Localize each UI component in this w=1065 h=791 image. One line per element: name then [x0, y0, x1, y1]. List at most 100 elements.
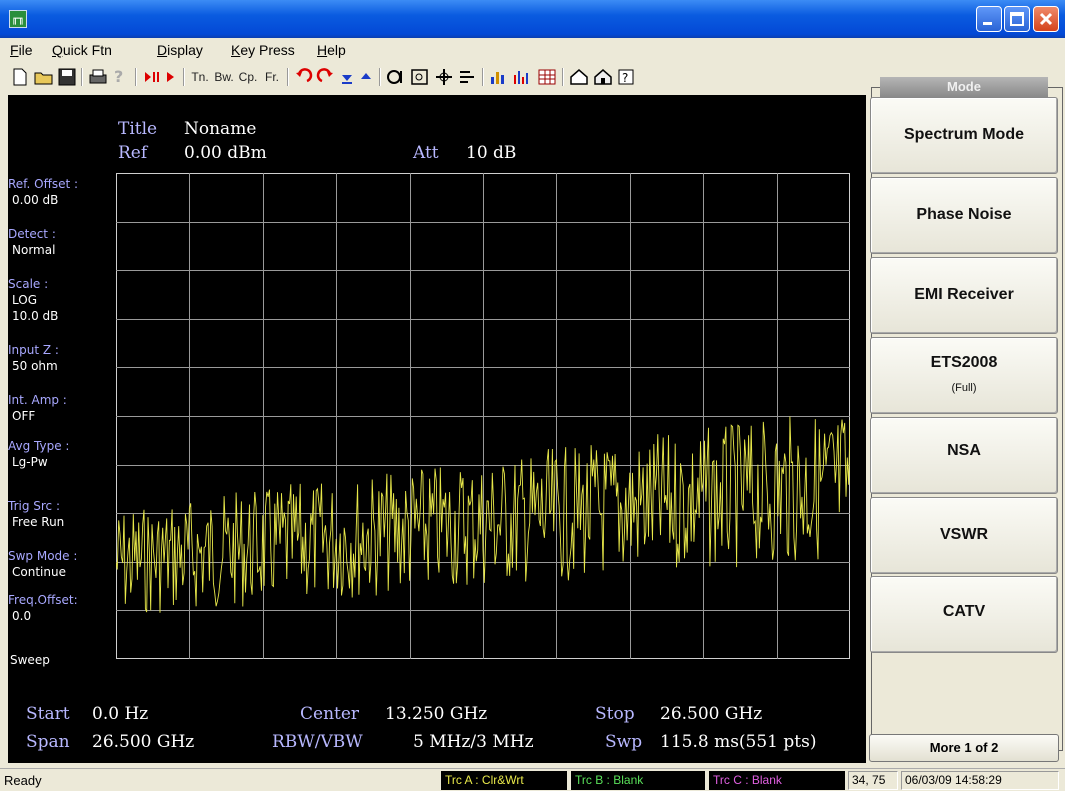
rbw-vbw-value: 5 MHz/3 MHz — [413, 732, 534, 752]
sweep-label: Sweep — [10, 653, 50, 667]
toolbar: ? Tn. Bw. Cp. Fr. ? — [0, 62, 870, 92]
minimize-icon — [983, 22, 992, 25]
tn-button[interactable]: Tn. — [191, 70, 209, 84]
arrow-down-icon[interactable] — [339, 67, 355, 87]
zoom-window-icon[interactable] — [410, 67, 430, 87]
bw-button[interactable]: Bw. — [214, 70, 234, 84]
redo-icon[interactable] — [316, 67, 336, 87]
trig-src-label: Trig Src : — [8, 499, 61, 513]
home-icon[interactable] — [569, 67, 589, 87]
maximize-button[interactable] — [1004, 6, 1030, 32]
trig-src-value: Free Run — [12, 515, 65, 529]
new-file-icon[interactable] — [12, 67, 28, 87]
undo-icon[interactable] — [293, 67, 313, 87]
help-question-icon[interactable]: ? — [112, 67, 126, 87]
close-button[interactable] — [1033, 6, 1059, 32]
freq-offset-value: 0.0 — [12, 609, 32, 623]
scale-type-value: LOG — [12, 293, 38, 307]
menu-display[interactable]: Display — [157, 42, 203, 58]
toolbar-separator — [183, 68, 185, 86]
menu-display-accel: D — [157, 42, 168, 58]
start-label: Start — [26, 704, 70, 724]
move-crosshair-icon[interactable] — [434, 67, 454, 87]
att-label: Att — [413, 143, 439, 163]
preset-home-icon[interactable] — [593, 67, 613, 87]
menu-key-press[interactable]: Key Press — [231, 42, 295, 58]
play-icon[interactable] — [165, 67, 177, 87]
ets2008-button[interactable]: ETS2008 (Full) — [870, 337, 1058, 414]
menu-help-label: elp — [327, 42, 346, 58]
fr-button[interactable]: Fr. — [265, 70, 279, 84]
span-value: 26.500 GHz — [92, 732, 195, 752]
toolbar-separator — [135, 68, 137, 86]
save-icon[interactable] — [58, 67, 76, 87]
input-z-value: 50 ohm — [12, 359, 58, 373]
att-value: 10 dB — [466, 143, 517, 163]
menu-key-press-label: ey Press — [240, 42, 295, 58]
swp-label: Swp — [605, 732, 643, 752]
start-value: 0.0 Hz — [92, 704, 149, 724]
mode-title: Mode — [880, 77, 1048, 97]
input-z-label: Input Z : — [8, 343, 59, 357]
bar-chart-icon[interactable] — [489, 67, 509, 87]
app-icon[interactable]: ╓╖ — [9, 10, 27, 28]
marker-list-icon[interactable] — [458, 67, 478, 87]
arrow-up-icon[interactable] — [358, 67, 374, 87]
status-bar: Ready Trc A : Clr&Wrt Trc B : Blank Trc … — [0, 768, 1065, 791]
ets2008-sub-label: (Full) — [951, 382, 977, 394]
vswr-button[interactable]: VSWR — [870, 497, 1058, 574]
marker-peak-icon[interactable] — [386, 67, 406, 87]
svg-text:?: ? — [114, 67, 123, 86]
ets2008-label: ETS2008 — [930, 354, 998, 371]
help-icon[interactable]: ? — [617, 67, 635, 87]
menu-quick-ftn-accel: Q — [52, 42, 63, 58]
menu-file-label: ile — [18, 42, 33, 58]
toolbar-separator — [562, 68, 564, 86]
more-button[interactable]: More 1 of 2 — [869, 734, 1059, 762]
window-titlebar[interactable]: ╓╖ — [0, 0, 1065, 38]
status-ready: Ready — [4, 773, 42, 788]
menu-quick-ftn-label: uick Ftn — [62, 42, 112, 58]
emi-receiver-button[interactable]: EMI Receiver — [870, 257, 1058, 334]
open-folder-icon[interactable] — [34, 67, 54, 87]
phase-noise-label: Phase Noise — [916, 206, 1012, 223]
catv-button[interactable]: CATV — [870, 576, 1058, 653]
spectrum-mode-button[interactable]: Spectrum Mode — [870, 97, 1058, 174]
phase-noise-button[interactable]: Phase Noise — [870, 177, 1058, 254]
menu-file[interactable]: File — [10, 42, 33, 58]
trace-a-line — [116, 416, 850, 613]
title-label: Title — [118, 119, 158, 139]
menu-bar: File Quick Ftn Display Key Press Help — [0, 38, 1065, 62]
span-label: Span — [26, 732, 70, 752]
ref-label: Ref — [118, 143, 148, 163]
nsa-button[interactable]: NSA — [870, 417, 1058, 494]
ref-offset-value: 0.00 dB — [12, 193, 59, 207]
trace-plot[interactable] — [116, 173, 850, 659]
ref-value: 0.00 dBm — [184, 143, 267, 163]
ref-offset-label: Ref. Offset : — [8, 177, 79, 191]
menu-quick-ftn[interactable]: Quick Ftn — [52, 42, 112, 58]
int-amp-label: Int. Amp : — [8, 393, 67, 407]
vswr-label: VSWR — [940, 526, 988, 543]
swp-value: 115.8 ms(551 pts) — [660, 732, 817, 752]
swp-mode-label: Swp Mode : — [8, 549, 78, 563]
maximize-icon — [1010, 12, 1024, 26]
int-amp-value: OFF — [12, 409, 36, 423]
menu-help[interactable]: Help — [317, 42, 346, 58]
menu-file-accel: F — [10, 42, 19, 58]
cp-button[interactable]: Cp. — [238, 70, 258, 84]
menu-display-label: isplay — [167, 42, 203, 58]
minimize-button[interactable] — [976, 6, 1002, 32]
toolbar-separator — [81, 68, 83, 86]
trace-b-status: Trc B : Blank — [571, 771, 705, 790]
menu-key-press-accel: K — [231, 42, 241, 58]
center-value: 13.250 GHz — [385, 704, 488, 724]
avg-type-label: Avg Type : — [8, 439, 70, 453]
rbw-vbw-label: RBW/VBW — [272, 732, 363, 752]
play-pause-icon[interactable] — [143, 67, 161, 87]
multi-bar-chart-icon[interactable] — [513, 67, 533, 87]
settings-panel: Ref. Offset : 0.00 dB Detect : Normal Sc… — [8, 175, 116, 675]
print-icon[interactable] — [88, 67, 108, 87]
table-grid-icon[interactable] — [537, 67, 557, 87]
scale-label: Scale : — [8, 277, 49, 291]
